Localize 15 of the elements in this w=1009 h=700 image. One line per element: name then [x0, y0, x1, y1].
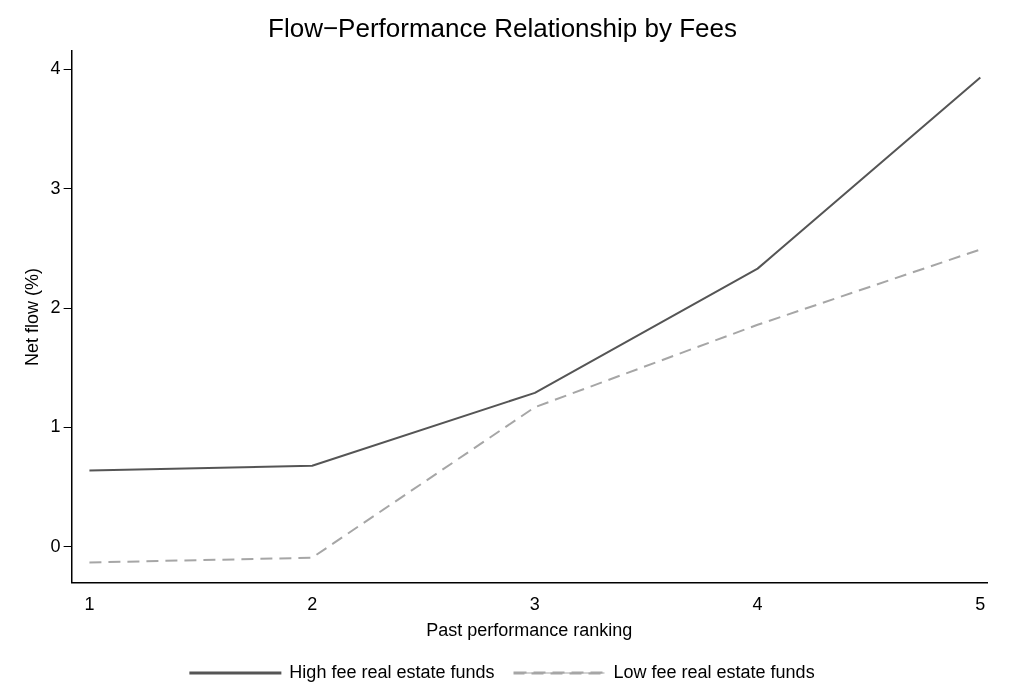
y-tick-label: 1	[50, 416, 61, 437]
legend-label: High fee real estate funds	[289, 661, 495, 682]
x-tick-label: 4	[752, 593, 763, 614]
chart-title: Flow−Performance Relationship by Fees	[268, 12, 737, 43]
y-tick-label: 3	[50, 177, 61, 198]
y-tick-label: 4	[50, 58, 61, 79]
legend-label: Low fee real estate funds	[613, 661, 815, 682]
x-tick-label: 3	[529, 593, 540, 614]
y-tick-label: 2	[50, 297, 61, 318]
x-tick-label: 5	[975, 593, 986, 614]
y-tick-label: 0	[50, 535, 61, 556]
x-axis-title: Past performance ranking	[426, 620, 633, 641]
x-tick-label: 1	[84, 593, 95, 614]
y-axis-title: Net flow (%)	[21, 267, 42, 367]
x-tick-label: 2	[307, 593, 318, 614]
